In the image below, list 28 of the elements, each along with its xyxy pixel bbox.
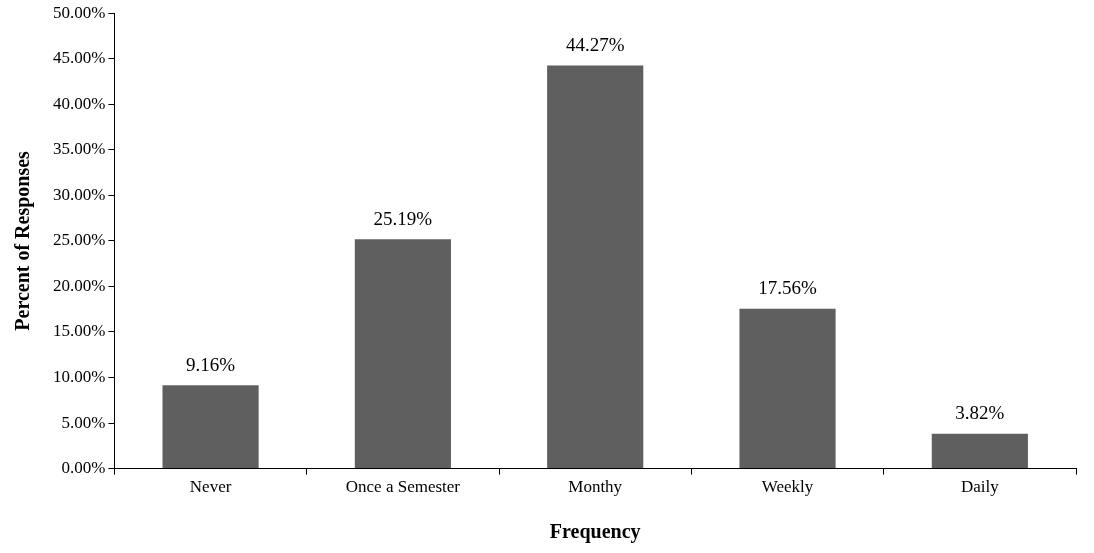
bar <box>931 433 1028 469</box>
y-tick-label: 5.00% <box>61 412 106 432</box>
x-tick-label: Once a Semester <box>345 477 461 497</box>
y-tick-label: 40.00% <box>52 93 106 113</box>
data-label: 25.19% <box>373 207 433 229</box>
y-tick-label: 30.00% <box>52 184 106 204</box>
x-axis-title: Frequency <box>549 520 641 544</box>
data-label: 3.82% <box>955 402 1005 424</box>
bar <box>162 385 259 469</box>
y-tick-label: 20.00% <box>52 275 106 295</box>
x-tick-label: Weekly <box>761 477 814 497</box>
y-axis-title: Percent of Responses <box>11 150 35 331</box>
data-label: 17.56% <box>758 277 817 299</box>
data-label: 44.27% <box>565 33 625 55</box>
bar <box>739 308 836 469</box>
y-tick-label: 10.00% <box>52 366 106 386</box>
y-tick-label: 35.00% <box>52 139 106 159</box>
x-tick-label: Daily <box>960 477 1000 497</box>
x-tick-label: Never <box>189 477 232 497</box>
y-tick-label: 0.00% <box>61 458 106 478</box>
x-tick-label: Monthy <box>568 477 623 497</box>
y-tick-label: 25.00% <box>52 230 106 250</box>
bar <box>354 239 451 469</box>
y-tick-label: 15.00% <box>52 321 106 341</box>
y-tick-label: 45.00% <box>52 48 106 68</box>
y-tick-label: 50.00% <box>52 2 106 22</box>
data-label: 9.16% <box>186 353 236 375</box>
bar <box>547 65 644 469</box>
